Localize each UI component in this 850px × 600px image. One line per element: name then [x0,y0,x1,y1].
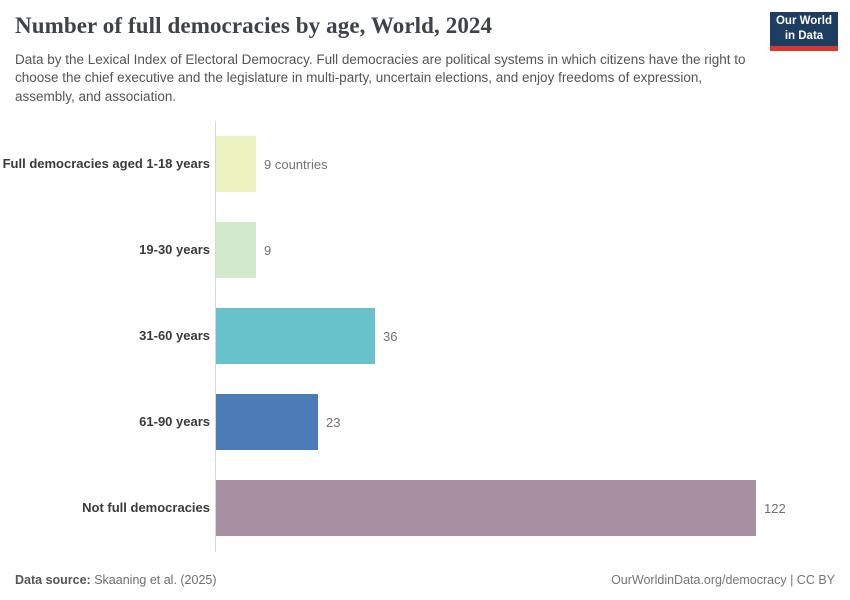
category-label: Full democracies aged 1-18 years [2,155,210,171]
bar-row-3: 31-60 years 36 [0,293,850,379]
bar[interactable] [216,480,756,536]
value-label: 9 [264,242,272,258]
category-label: 31-60 years [139,327,210,343]
bar[interactable] [216,308,375,364]
chart-footer: Data source: Skaaning et al. (2025) OurW… [15,573,835,587]
bar-row-5: Not full democracies 122 [0,465,850,551]
owid-logo-line2: in Data [784,30,824,42]
data-source[interactable]: Data source: Skaaning et al. (2025) [15,573,217,587]
owid-logo-line1: Our World [775,15,832,28]
bar-row-4: 61-90 years 23 [0,379,850,465]
value-label: 122 [764,500,786,516]
data-source-value: Skaaning et al. (2025) [94,573,217,587]
chart-title: Number of full democracies by age, World… [15,13,493,38]
bar[interactable] [216,222,256,278]
value-label: 9 countries [264,156,328,172]
owid-logo[interactable]: Our World in Data [770,12,838,51]
bar[interactable] [216,136,256,192]
bar[interactable] [216,394,318,450]
category-label: 19-30 years [139,241,210,257]
y-axis-line [215,121,216,552]
category-label: 61-90 years [139,413,210,429]
bar-row-1: Full democracies aged 1-18 years 9 count… [0,121,850,207]
footer-link[interactable]: OurWorldinData.org/democracy | CC BY [611,573,835,587]
chart-subtitle: Data by the Lexical Index of Electoral D… [15,52,746,104]
value-label: 23 [326,414,341,430]
category-label: Not full democracies [82,499,210,515]
data-source-label: Data source: [15,573,91,587]
value-label: 36 [383,328,398,344]
bar-chart: Full democracies aged 1-18 years 9 count… [0,121,850,552]
bar-row-2: 19-30 years 9 [0,207,850,293]
